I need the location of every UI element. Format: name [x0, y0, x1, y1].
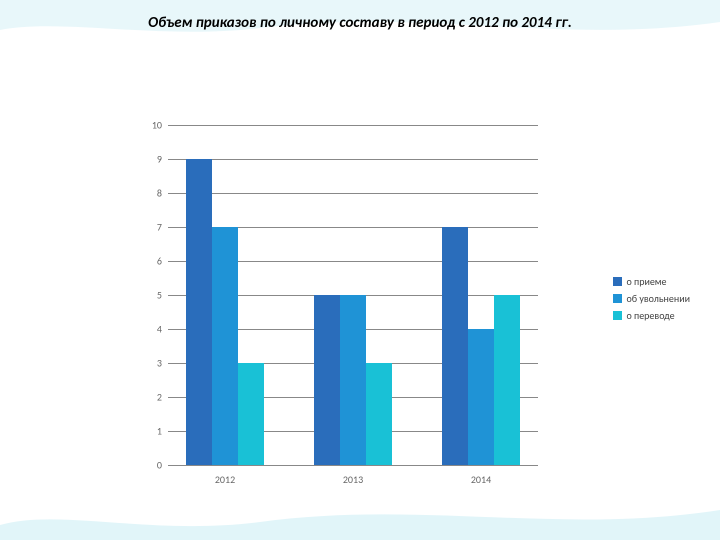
- bar: [366, 363, 392, 465]
- legend-label: о приеме: [626, 275, 666, 288]
- bar: [314, 295, 340, 465]
- bar: [494, 295, 520, 465]
- plot-area: [168, 125, 538, 466]
- legend-swatch: [613, 311, 622, 320]
- bar: [186, 159, 212, 465]
- x-tick: 2014: [442, 473, 520, 486]
- y-tick: 2: [140, 391, 162, 404]
- y-tick: 8: [140, 187, 162, 200]
- legend-label: об увольнении: [626, 292, 690, 305]
- y-tick: 1: [140, 425, 162, 438]
- legend-swatch: [613, 277, 622, 286]
- bar: [442, 227, 468, 465]
- y-tick: 5: [140, 289, 162, 302]
- legend: о приеме об увольнении о переводе: [613, 275, 690, 326]
- x-tick: 2013: [314, 473, 392, 486]
- bar: [468, 329, 494, 465]
- legend-label: о переводе: [626, 309, 674, 322]
- chart-title: Объем приказов по личному составу в пери…: [0, 14, 720, 32]
- x-tick: 2012: [186, 473, 264, 486]
- bar: [340, 295, 366, 465]
- bar: [238, 363, 264, 465]
- grid-line: [168, 125, 538, 126]
- legend-item: об увольнении: [613, 292, 690, 305]
- y-tick: 3: [140, 357, 162, 370]
- y-tick: 6: [140, 255, 162, 268]
- legend-swatch: [613, 294, 622, 303]
- y-tick: 0: [140, 459, 162, 472]
- y-tick: 4: [140, 323, 162, 336]
- bar-chart: о приемеоб увольнениио переводе 01234567…: [140, 125, 680, 505]
- legend-item: о приеме: [613, 275, 690, 288]
- legend-item: о переводе: [613, 309, 690, 322]
- y-tick: 9: [140, 153, 162, 166]
- y-tick: 10: [140, 119, 162, 132]
- y-tick: 7: [140, 221, 162, 234]
- grid-line: [168, 193, 538, 194]
- grid-line: [168, 159, 538, 160]
- bar: [212, 227, 238, 465]
